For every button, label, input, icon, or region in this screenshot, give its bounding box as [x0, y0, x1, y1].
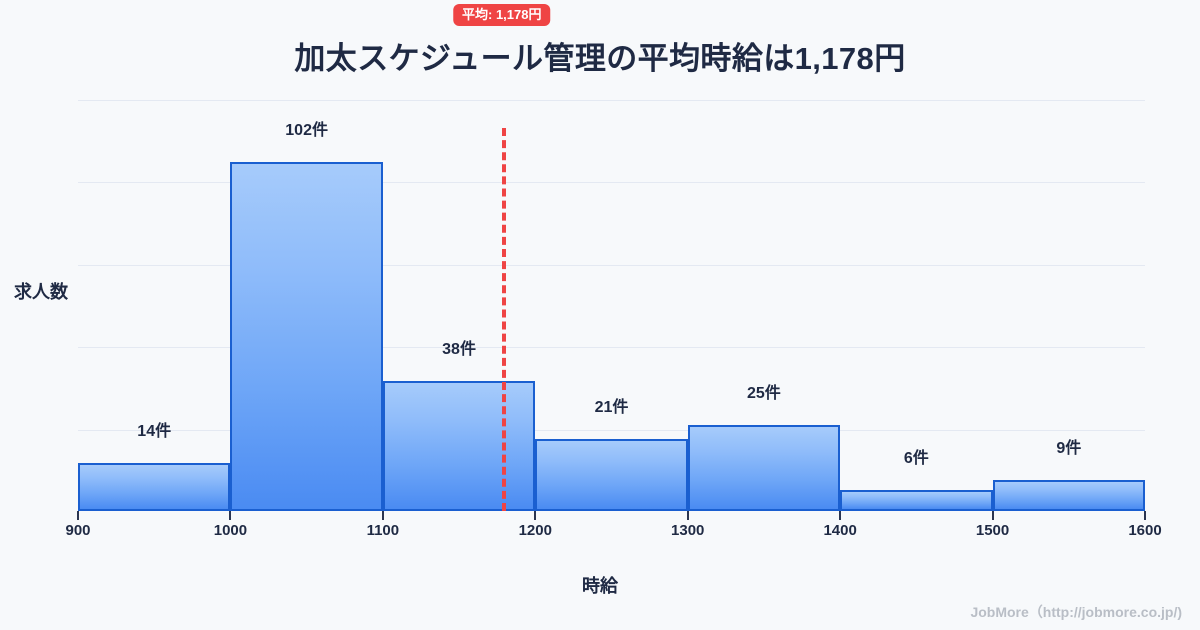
x-tick-mark: [991, 511, 994, 520]
chart-title: 加太スケジュール管理の平均時給は1,178円: [294, 41, 906, 76]
histogram-bar: [382, 380, 536, 511]
plot-area: 14件 102件 38件 21件 25件 6件 9件: [78, 100, 1145, 511]
x-tick-mark: [229, 511, 232, 520]
histogram-bar: [992, 480, 1145, 511]
histogram-bar: [230, 161, 383, 511]
x-tick-label: 1000: [213, 522, 248, 539]
x-tick-mark: [839, 511, 842, 520]
bars-layer: 14件 102件 38件 21件 25件 6件 9件: [78, 100, 1145, 511]
bar-value-label: 38件: [442, 340, 476, 358]
watermark: JobMore（http://jobmore.co.jp/): [970, 604, 1182, 620]
gridline: [78, 430, 1145, 431]
x-tick-label: 1600: [1128, 522, 1162, 539]
bar-value-label: 14件: [137, 423, 172, 441]
bar-value-label: 102件: [285, 121, 328, 139]
histogram-bar: [840, 490, 993, 511]
histogram-bar: [535, 439, 688, 511]
x-tick-label: 1400: [823, 522, 857, 539]
x-axis-title: 時給: [582, 576, 618, 596]
x-tick-label: 1100: [366, 522, 400, 539]
x-tick-label: 1300: [671, 522, 705, 539]
x-tick-mark: [77, 511, 79, 520]
x-tick-label: 1200: [518, 522, 552, 539]
x-tick-mark: [686, 511, 689, 520]
average-badge: 平均: 1,178円: [453, 4, 551, 26]
x-tick-label: 900: [65, 522, 91, 539]
x-tick-label: 1500: [975, 522, 1010, 539]
histogram-bar: [78, 463, 231, 511]
bar-value-label: 21件: [594, 399, 629, 417]
gridline: [78, 347, 1145, 348]
gridline: [78, 265, 1145, 266]
gridline: [78, 100, 1145, 101]
x-tick-mark: [381, 511, 384, 520]
y-axis-title: 求人数: [14, 282, 68, 302]
x-axis-baseline: [78, 509, 1145, 511]
bar-value-label: 9件: [1056, 440, 1082, 458]
histogram-bar: [687, 425, 841, 511]
bar-value-label: 25件: [747, 385, 781, 403]
x-tick-mark: [534, 511, 537, 520]
x-tick-mark: [1144, 511, 1146, 520]
gridline: [78, 182, 1145, 183]
average-line: [501, 128, 506, 511]
bar-value-label: 6件: [903, 450, 929, 468]
